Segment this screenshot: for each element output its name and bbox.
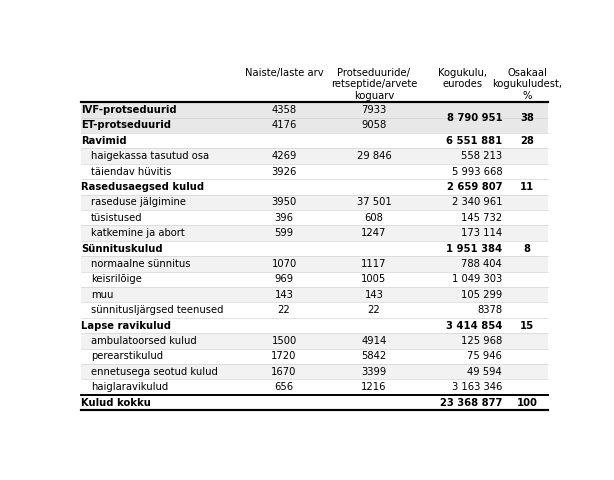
Text: 23 368 877: 23 368 877 [440, 397, 502, 408]
Text: 1117: 1117 [361, 259, 387, 269]
Text: sünnitusljärgsed teenused: sünnitusljärgsed teenused [91, 305, 223, 315]
Text: Kogukulu,
eurodes: Kogukulu, eurodes [438, 68, 487, 89]
Text: 599: 599 [274, 228, 293, 238]
Text: 1670: 1670 [271, 367, 297, 377]
Text: 1 049 303: 1 049 303 [452, 275, 502, 284]
Text: 1216: 1216 [361, 382, 387, 392]
Text: 100: 100 [516, 397, 537, 408]
Text: Protseduuride/
retseptide/arvete
koguarv: Protseduuride/ retseptide/arvete koguarv [331, 68, 417, 101]
Text: 22: 22 [368, 305, 380, 315]
Text: 4914: 4914 [361, 336, 387, 346]
Bar [82, 102, 548, 118]
Text: 1720: 1720 [271, 351, 297, 361]
Text: Lapse ravikulud: Lapse ravikulud [82, 321, 171, 331]
Text: 3 414 854: 3 414 854 [446, 321, 502, 331]
Text: 4269: 4269 [271, 151, 297, 161]
Text: 8 790 951: 8 790 951 [446, 113, 502, 123]
Text: Rasedusaegsed kulud: Rasedusaegsed kulud [82, 182, 204, 192]
Bar [82, 148, 548, 164]
Text: Sünnituskulud: Sünnituskulud [82, 243, 163, 253]
Bar [82, 364, 548, 380]
Bar [82, 287, 548, 302]
Text: 8378: 8378 [477, 305, 502, 315]
Text: 2 340 961: 2 340 961 [452, 197, 502, 207]
Text: 38: 38 [520, 113, 534, 123]
Text: Osakaal
kogukuludest,
%: Osakaal kogukuludest, % [492, 68, 562, 101]
Text: 37 501: 37 501 [357, 197, 391, 207]
Text: 8: 8 [524, 243, 530, 253]
Text: 9058: 9058 [361, 120, 387, 131]
Text: 143: 143 [274, 290, 293, 300]
Text: 173 114: 173 114 [461, 228, 502, 238]
Text: Kulud kokku: Kulud kokku [82, 397, 151, 408]
Text: IVF-protseduurid: IVF-protseduurid [82, 105, 177, 115]
Bar [419, 102, 548, 133]
Text: 143: 143 [365, 290, 383, 300]
Text: 145 732: 145 732 [461, 213, 502, 223]
Text: 7933: 7933 [361, 105, 387, 115]
Text: ambulatoorsed kulud: ambulatoorsed kulud [91, 336, 196, 346]
Text: 3950: 3950 [271, 197, 297, 207]
Text: 1005: 1005 [361, 275, 387, 284]
Text: normaalne sünnitus: normaalne sünnitus [91, 259, 190, 269]
Text: muu: muu [91, 290, 113, 300]
Text: 1247: 1247 [361, 228, 387, 238]
Text: 22: 22 [278, 305, 290, 315]
Text: 3 163 346: 3 163 346 [452, 382, 502, 392]
Text: 4358: 4358 [271, 105, 297, 115]
Text: 4176: 4176 [271, 120, 297, 131]
Text: 28: 28 [520, 136, 534, 146]
Text: 396: 396 [274, 213, 293, 223]
Text: 608: 608 [365, 213, 383, 223]
Text: 11: 11 [520, 182, 534, 192]
Text: 1500: 1500 [271, 336, 297, 346]
Text: perearstikulud: perearstikulud [91, 351, 163, 361]
Text: tüsistused: tüsistused [91, 213, 142, 223]
Text: 75 946: 75 946 [467, 351, 502, 361]
Text: 1 951 384: 1 951 384 [446, 243, 502, 253]
Text: 788 404: 788 404 [462, 259, 502, 269]
Text: 105 299: 105 299 [461, 290, 502, 300]
Text: 29 846: 29 846 [357, 151, 391, 161]
Text: Ravimid: Ravimid [82, 136, 127, 146]
Text: 656: 656 [274, 382, 293, 392]
Text: ennetusega seotud kulud: ennetusega seotud kulud [91, 367, 217, 377]
Text: raseduse jälgimine: raseduse jälgimine [91, 197, 185, 207]
Text: 49 594: 49 594 [467, 367, 502, 377]
Bar [82, 118, 548, 133]
Text: 125 968: 125 968 [461, 336, 502, 346]
Text: katkemine ja abort: katkemine ja abort [91, 228, 184, 238]
Text: 6 551 881: 6 551 881 [446, 136, 502, 146]
Text: 5842: 5842 [361, 351, 387, 361]
Text: 3926: 3926 [271, 167, 297, 177]
Text: haigekassa tasutud osa: haigekassa tasutud osa [91, 151, 209, 161]
Text: keisrilõige: keisrilõige [91, 275, 142, 284]
Text: 3399: 3399 [361, 367, 387, 377]
Bar [82, 333, 548, 348]
Text: 2 659 807: 2 659 807 [447, 182, 502, 192]
Text: haiglaravikulud: haiglaravikulud [91, 382, 168, 392]
Bar [82, 226, 548, 241]
Text: ET-protseduurid: ET-protseduurid [82, 120, 171, 131]
Text: 969: 969 [274, 275, 293, 284]
Text: 1070: 1070 [271, 259, 297, 269]
Text: 15: 15 [520, 321, 534, 331]
Bar [82, 195, 548, 210]
Text: 5 993 668: 5 993 668 [452, 167, 502, 177]
Bar [82, 256, 548, 272]
Text: täiendav hüvitis: täiendav hüvitis [91, 167, 171, 177]
Text: Naiste/laste arv: Naiste/laste arv [245, 68, 324, 78]
Text: 558 213: 558 213 [461, 151, 502, 161]
